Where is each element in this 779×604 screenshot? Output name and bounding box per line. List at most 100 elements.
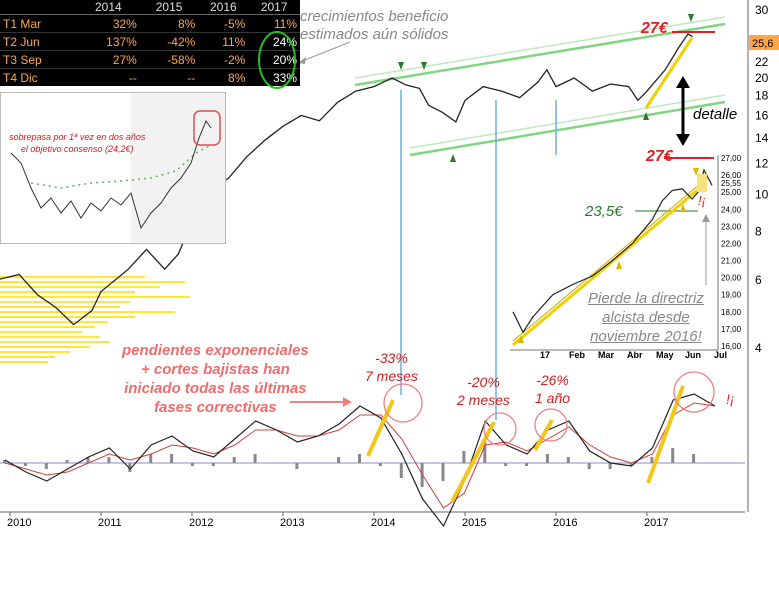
oscillator-signal (4, 402, 716, 509)
detail-price-line (512, 168, 713, 334)
trendline-note: Pierde la directriz alcista desde noviem… (588, 290, 704, 345)
y-tick-label: 4 (755, 341, 762, 355)
detail-y-tick: 16,00 (721, 342, 742, 351)
slopes-note: pendientes exponenciales + cortes bajist… (122, 342, 309, 416)
consensus-inset: sobrepasa por 1ª vez en dos años el obje… (0, 92, 226, 244)
oscillator-bar (566, 457, 570, 463)
detail-y-tick: 20,00 (721, 274, 742, 283)
table-row: T3 Sep 27% -58% -2% 20% (0, 50, 300, 69)
correction-2015: -20% 2 meses (457, 374, 510, 408)
channel-upper-2 (354, 16, 726, 79)
oscillator-bar (483, 439, 487, 463)
y-tick-label: 8 (755, 225, 762, 239)
volume-profile (0, 276, 190, 363)
y-tick-label: 18 (755, 89, 769, 103)
correction-2016: -26% 1 año (535, 372, 571, 406)
oscillator-circles (383, 371, 715, 446)
oscillator-bar (399, 463, 403, 478)
channel-lower (409, 100, 726, 157)
detail-y-tick: 17,00 (721, 325, 742, 334)
oscillator (3, 371, 716, 528)
growth-table: 2014 2015 2016 2017 T1 Mar 32% 8% -5% 11… (0, 0, 300, 86)
oscillator-bar (504, 463, 508, 466)
detail-y-tick: 19,00 (721, 291, 742, 300)
oscillator-bar (295, 463, 299, 469)
oscillator-bar (170, 454, 174, 463)
detail-y-tick: 22,00 (721, 240, 742, 249)
table-header: 2014 2015 2016 2017 (0, 0, 300, 15)
y-tick-label: 20 (755, 71, 769, 85)
y-tick-label: 10 (755, 187, 769, 201)
oscillator-bar (44, 463, 48, 469)
oscillator-bar (525, 463, 529, 466)
inset-price-line (10, 119, 212, 230)
target-label-detail: 27€ (646, 148, 673, 165)
oscillator-exclamation: !¡ (726, 391, 735, 407)
oscillator-line (4, 393, 716, 528)
growth-note: crecimientos beneficio estimados aún sól… (300, 8, 449, 43)
oscillator-bar (65, 460, 69, 463)
x-tick-label: 2010 (7, 517, 31, 529)
detail-x-labels: 17 Feb Mar Abr May Jun Jul (540, 350, 727, 360)
oscillator-bar (23, 463, 27, 466)
detail-y-tick: 27,00 (721, 154, 742, 163)
detail-y-tick: 24,00 (721, 205, 742, 214)
detail-y-tick: 18,00 (721, 308, 742, 317)
y-axis-labels: 30 22 20 18 16 14 12 10 8 6 4 (755, 3, 769, 355)
x-tick-label: 2016 (553, 517, 577, 529)
detail-trendline (512, 181, 707, 347)
x-axis-labels: 2010 2011 2012 2013 2014 2015 2016 2017 (7, 512, 668, 529)
table-row: T2 Jun 137% -42% 11% 24% (0, 32, 300, 51)
detail-x-tick: Jul (714, 350, 727, 360)
price-tag-bg (749, 35, 779, 50)
oscillator-bar (358, 454, 361, 463)
detail-x-tick: Abr (627, 350, 643, 360)
y-tick-label: 6 (755, 273, 762, 287)
x-tick-label: 2015 (462, 517, 486, 529)
y-tick-label: 30 (755, 3, 769, 17)
oscillator-bar (86, 457, 90, 463)
detail-x-tick: Jun (685, 350, 701, 360)
highlight-circle (258, 31, 296, 89)
oscillator-bar (692, 454, 696, 463)
y-tick-label: 12 (755, 157, 769, 171)
correction-markers (400, 90, 557, 420)
trend-yellow-main (644, 37, 694, 109)
detail-arrow (676, 76, 690, 146)
oscillator-bar (545, 454, 549, 463)
detail-arrows (518, 168, 699, 343)
detail-x-tick: May (656, 350, 674, 360)
oscillator-bar (190, 463, 194, 466)
consensus-note: sobrepasa por 1ª vez en dos años el obje… (9, 132, 146, 154)
table-row: T1 Mar 32% 8% -5% 11% (0, 14, 300, 33)
price-tag: 25,6 (752, 38, 773, 50)
oscillator-slopes (366, 385, 685, 503)
oscillator-bar (378, 463, 382, 466)
oscillator-bar (608, 463, 612, 469)
oscillator-bar (587, 463, 591, 469)
oscillator-bar (629, 463, 633, 466)
oscillator-bar (3, 460, 6, 463)
target-label-main: 27€ (641, 20, 668, 37)
oscillator-bar (253, 454, 257, 463)
detail-y-tick: 26,00 (721, 171, 742, 180)
x-tick-label: 2013 (280, 517, 304, 529)
level-label: 23,5€ (585, 203, 623, 220)
oscillator-bar (128, 463, 132, 472)
oscillator-bar (671, 448, 675, 463)
detail-label: detalle (693, 106, 738, 123)
detail-exclamation: !¡ (698, 193, 706, 208)
price-line (0, 33, 693, 326)
detail-x-tick: 17 (540, 350, 550, 360)
y-tick-label: 22 (755, 55, 769, 69)
oscillator-bar (149, 454, 153, 463)
y-tick-label: 14 (755, 131, 769, 145)
detail-y-tick: 21,00 (721, 257, 742, 266)
detail-y-tick: 25,00 (721, 188, 742, 197)
detail-x-tick: Feb (569, 350, 586, 360)
oscillator-bar (232, 457, 236, 463)
detail-x-tick: Mar (598, 350, 615, 360)
